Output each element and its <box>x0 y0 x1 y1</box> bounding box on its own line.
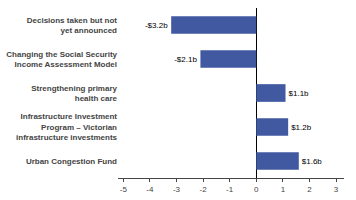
svg-text:-3: -3 <box>173 185 181 194</box>
svg-text:-1: -1 <box>226 185 234 194</box>
svg-text:-$2.1b: -$2.1b <box>174 55 197 64</box>
svg-text:2: 2 <box>307 185 312 194</box>
svg-text:-2: -2 <box>200 185 208 194</box>
svg-text:Changing the Social SecurityIn: Changing the Social SecurityIncome Asses… <box>6 50 117 69</box>
svg-text:0: 0 <box>254 185 259 194</box>
svg-text:-$3.2b: -$3.2b <box>145 21 168 30</box>
svg-text:$1.1b: $1.1b <box>289 89 310 98</box>
svg-text:$1.6b: $1.6b <box>302 157 323 166</box>
svg-text:$1.2b: $1.2b <box>291 123 312 132</box>
svg-text:Infrastructure InvestmentProgr: Infrastructure InvestmentProgram – Victo… <box>16 112 117 142</box>
svg-text:Strengthening primaryhealth ca: Strengthening primaryhealth care <box>31 84 117 103</box>
svg-text:Decisions taken but notyet ann: Decisions taken but notyet announced <box>27 16 118 35</box>
svg-text:-4: -4 <box>146 185 154 194</box>
svg-text:-5: -5 <box>120 185 128 194</box>
svg-text:Urban Congestion Fund: Urban Congestion Fund <box>26 157 117 166</box>
svg-text:1: 1 <box>281 185 286 194</box>
svg-text:3: 3 <box>334 185 339 194</box>
